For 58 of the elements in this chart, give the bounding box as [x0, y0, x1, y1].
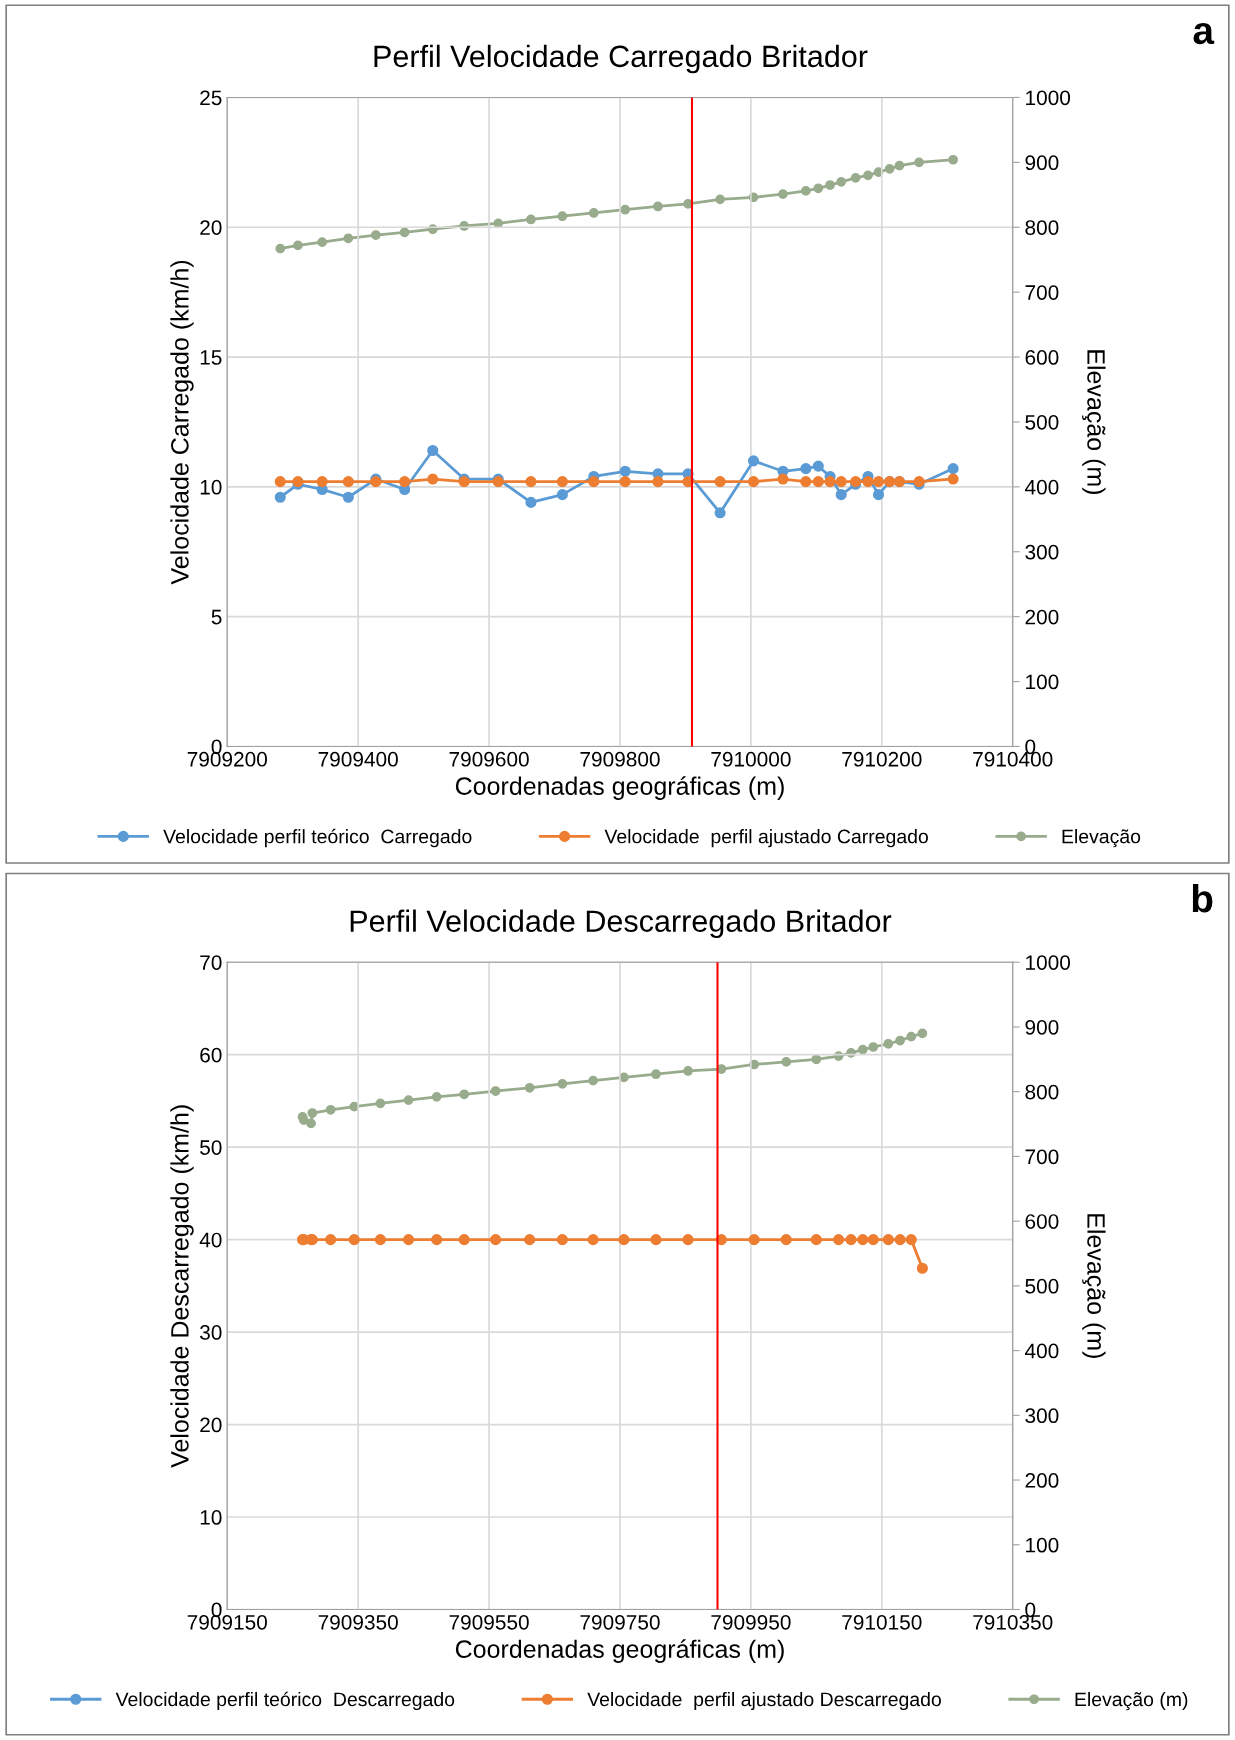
- x-axis-title: Coordenadas geográficas (m): [455, 776, 784, 800]
- y-tick-label: 20: [200, 1417, 222, 1433]
- y-tick-label: 10: [200, 479, 222, 495]
- y2-tick-label: 100: [1026, 1537, 1059, 1553]
- x-axis-title: Coordenadas geográficas (m): [455, 1639, 784, 1663]
- x-tick-label: 7910200: [842, 751, 922, 767]
- x-tick-label: 7909750: [580, 1614, 660, 1630]
- x-tick-label: 7910000: [711, 751, 791, 767]
- text: a: [1193, 22, 1215, 45]
- x-tick-label: 7909600: [449, 751, 529, 767]
- y2-axis-title: Elevação (m): [1082, 350, 1106, 495]
- x-tick-label: 7909950: [711, 1614, 791, 1630]
- y2-tick-label: 200: [1025, 1473, 1059, 1488]
- y-tick-label: 50: [200, 1140, 222, 1155]
- x-tick-label: 7909400: [318, 751, 398, 767]
- y-tick-label: 25: [200, 90, 222, 106]
- legend-label: Velocidade perfil ajustado Carregado: [604, 829, 928, 848]
- y2-axis-title: Elevação (m): [1082, 1214, 1106, 1358]
- y2-tick-label: 600: [1025, 350, 1059, 365]
- chart-title: Perfil Velocidade Descarregado Britador: [350, 909, 892, 938]
- y-tick-label: 5: [211, 609, 222, 625]
- legend-label: Velocidade perfil teórico Descarregado: [115, 1691, 455, 1711]
- y2-tick-label: 300: [1025, 1408, 1059, 1424]
- legend-label: Velocidade perfil teórico Carregado: [163, 828, 472, 848]
- y-tick-label: 60: [200, 1047, 222, 1063]
- y-tick-label: 70: [200, 955, 222, 970]
- y2-tick-label: 400: [1024, 1343, 1059, 1359]
- x-tick-label: 7909350: [318, 1614, 398, 1630]
- y2-tick-label: 600: [1025, 1214, 1059, 1229]
- y2-tick-label: 800: [1025, 220, 1059, 235]
- y2-tick-label: 700: [1025, 1149, 1059, 1165]
- y2-tick-label: 1000: [1026, 955, 1071, 970]
- y-tick-label: 10: [200, 1510, 222, 1525]
- chart-title: Perfil Velocidade Carregado Britador: [374, 44, 868, 74]
- text: b: [1192, 883, 1213, 913]
- y2-tick-label: 1000: [1026, 90, 1071, 106]
- y2-tick-label: 900: [1025, 155, 1059, 171]
- x-tick-label: 7910150: [842, 1614, 922, 1630]
- y-tick-label: 30: [200, 1325, 222, 1340]
- legend-label: Elevação (m): [1075, 1691, 1188, 1711]
- y2-tick-label: 300: [1025, 544, 1059, 560]
- y-axis-title: Velocidade Carregado (km/h): [170, 260, 194, 585]
- y-tick-label: 20: [200, 220, 222, 235]
- x-tick-label: 7909800: [580, 751, 660, 767]
- y2-tick-label: 800: [1025, 1084, 1059, 1100]
- y2-tick-label: 700: [1025, 285, 1059, 300]
- y2-tick-label: 200: [1025, 609, 1059, 625]
- y2-tick-label: 500: [1025, 1278, 1059, 1294]
- legend-label: Elevação: [1062, 829, 1141, 848]
- y2-tick-label: 900: [1025, 1019, 1059, 1035]
- x-tick-label: 7909550: [449, 1614, 529, 1630]
- y2-tick-label: 400: [1024, 479, 1059, 495]
- y2-tick-label: 100: [1026, 674, 1059, 690]
- legend-label: Velocidade perfil ajustado Descarregado: [587, 1691, 941, 1711]
- y-tick-label: 40: [199, 1232, 222, 1248]
- y-axis-title: Velocidade Descarregado (km/h): [170, 1105, 194, 1468]
- y2-tick-label: 500: [1025, 414, 1059, 430]
- y-tick-label: 15: [200, 350, 222, 365]
